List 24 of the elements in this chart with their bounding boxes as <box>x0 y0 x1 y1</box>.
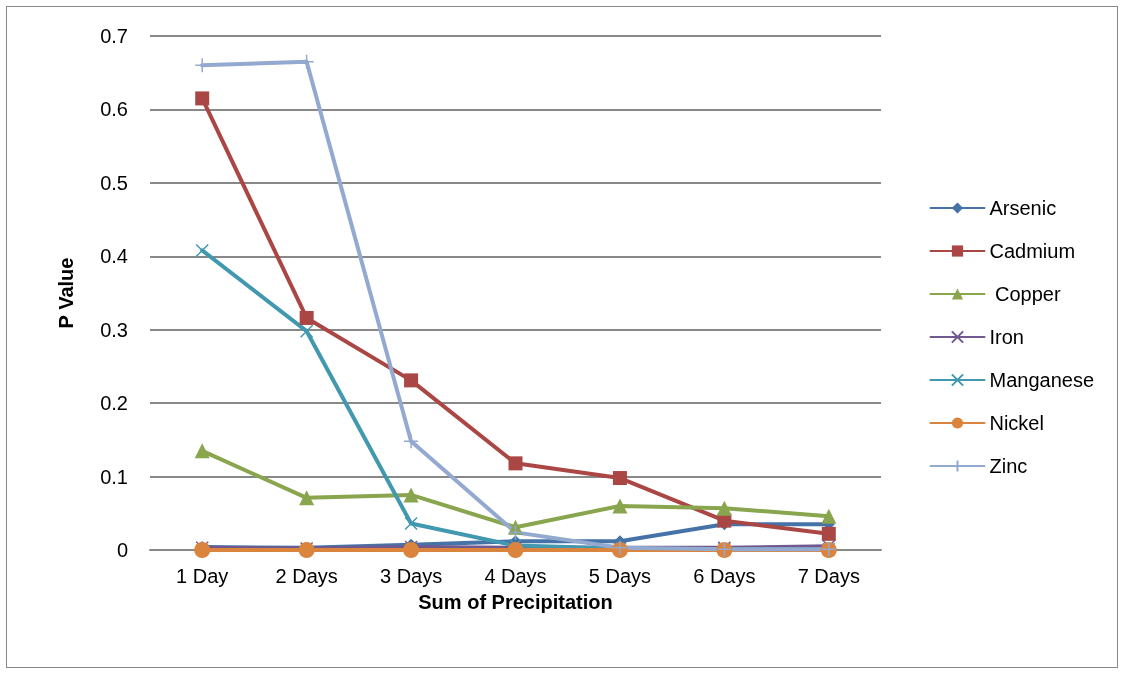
x-tick-label: 1 Day <box>176 565 229 587</box>
y-tick-label: 0.5 <box>100 171 128 194</box>
x-tick-label: 7 Days <box>797 565 860 587</box>
y-axis-title: P Value <box>55 257 77 329</box>
y-tick-label: 0.2 <box>100 392 128 415</box>
y-tick-label: 0.4 <box>100 245 128 268</box>
y-tick-label: 0 <box>116 539 128 561</box>
legend-label: Copper <box>989 283 1061 305</box>
x-tick-label: 5 Days <box>588 565 652 587</box>
legend-label: Iron <box>989 326 1024 348</box>
y-tick-label: 0.7 <box>100 25 128 47</box>
legend-label: Nickel <box>989 412 1044 434</box>
legend-label: Cadmium <box>989 240 1076 262</box>
y-tick-label: 0.3 <box>100 318 128 341</box>
y-tick-label: 0.6 <box>100 98 128 121</box>
x-tick-label: 6 Days <box>693 565 756 587</box>
x-tick-label: 3 Days <box>379 565 443 587</box>
x-axis-title: Sum of Precipitation <box>418 591 613 613</box>
y-tick-label: 0.1 <box>100 465 128 488</box>
legend-label: Manganese <box>989 369 1095 391</box>
legend-label: Zinc <box>989 455 1028 477</box>
legend-label: Arsenic <box>989 197 1057 219</box>
x-tick-label: 2 Days <box>275 565 338 587</box>
x-tick-label: 4 Days <box>484 565 547 587</box>
